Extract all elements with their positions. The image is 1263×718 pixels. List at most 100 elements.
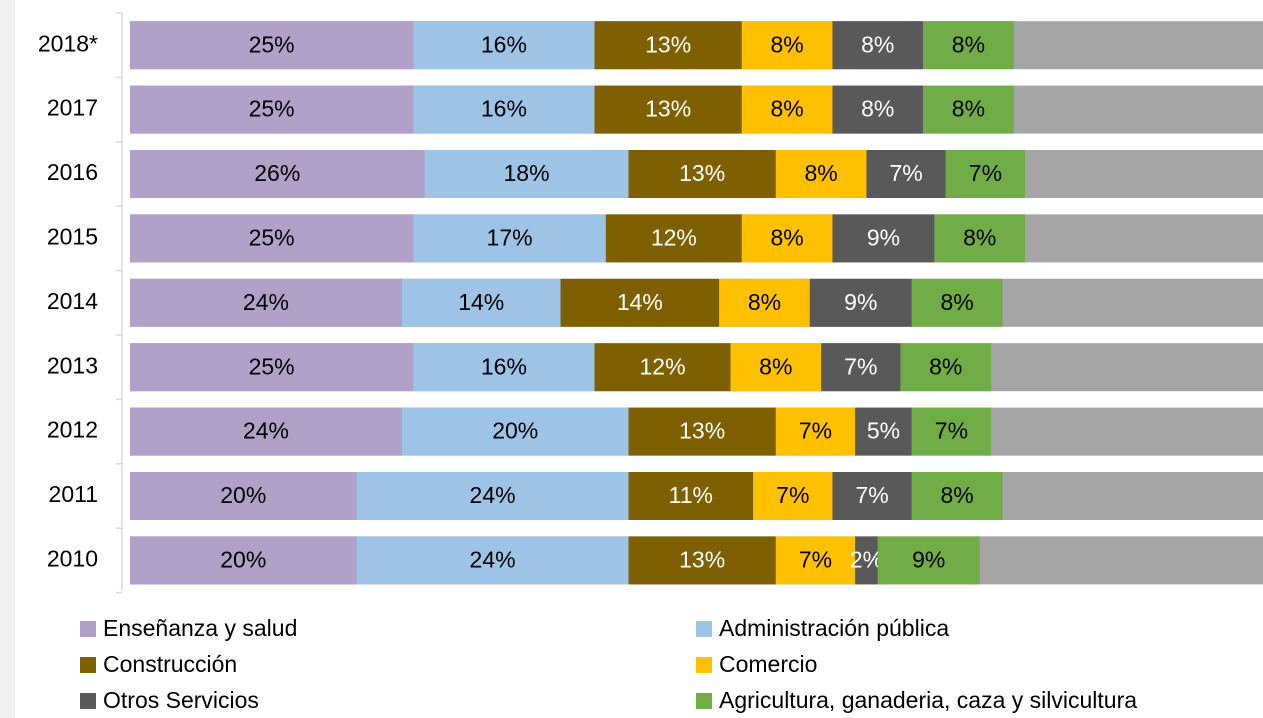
data-label: 7% [969, 160, 1002, 186]
data-label: 20% [220, 546, 266, 572]
bar-segment [401, 278, 561, 327]
bar-segment [130, 85, 414, 134]
data-label: 2% [850, 546, 883, 572]
y-tick-label: 2014 [47, 288, 98, 314]
bar-segment [855, 536, 878, 585]
data-label: 11% [669, 482, 713, 508]
y-tick-label: 2015 [47, 223, 98, 249]
data-label: 25% [249, 353, 295, 379]
data-label: 7% [799, 418, 832, 444]
bar-segment [130, 472, 357, 520]
bar-segment [605, 214, 742, 263]
bar-segment [866, 150, 946, 198]
bar-segment [413, 214, 606, 263]
legend-swatch [696, 621, 712, 637]
data-label: 16% [481, 31, 527, 57]
bar-segment [594, 85, 742, 134]
bar-segment [628, 472, 754, 520]
bar-segment [832, 21, 924, 70]
bar-segment [741, 214, 833, 263]
data-label: 7% [799, 546, 832, 572]
data-label: 16% [481, 96, 527, 122]
data-label: 9% [912, 546, 945, 572]
data-label: 14% [458, 289, 504, 315]
data-label: 8% [940, 289, 973, 315]
data-label: 20% [220, 482, 266, 508]
data-label: 12% [651, 224, 697, 250]
bar-segment [877, 536, 980, 585]
bar-segment [413, 21, 595, 70]
bar-segment [730, 343, 822, 392]
bar-segment [401, 407, 629, 456]
legend-label: Enseñanza y salud [103, 615, 297, 641]
bar-segment [832, 214, 935, 263]
data-label: 7% [889, 160, 922, 186]
bar-segment [923, 21, 1014, 70]
legend-swatch [80, 693, 96, 709]
data-label: 7% [844, 353, 877, 379]
data-label: 24% [470, 546, 516, 572]
data-label: 8% [759, 353, 792, 379]
legend-swatch [80, 657, 96, 673]
y-tick-label: 2010 [47, 545, 98, 571]
data-label: 8% [963, 224, 996, 250]
data-label: 7% [935, 418, 968, 444]
legend-swatch [80, 621, 96, 637]
data-label: 9% [867, 224, 900, 250]
legend-swatch [696, 657, 712, 673]
data-label: 26% [254, 160, 300, 186]
bar-segment [741, 85, 833, 134]
bar-segment [130, 343, 414, 392]
bar-segment [775, 407, 856, 456]
data-label: 8% [861, 96, 894, 122]
data-label: 25% [249, 96, 295, 122]
data-label: 24% [243, 418, 289, 444]
data-label: 8% [952, 96, 985, 122]
data-label: 8% [940, 482, 973, 508]
bar-segment [911, 407, 992, 456]
legend-label: Administración pública [719, 615, 949, 641]
data-label: 24% [470, 482, 516, 508]
data-label: 13% [645, 31, 691, 57]
bar-segment [775, 150, 867, 198]
left-strip [0, 0, 15, 718]
bar-segment [911, 278, 1003, 327]
y-tick-label: 2017 [47, 95, 98, 121]
data-label: 13% [679, 546, 725, 572]
bar-segment [594, 21, 742, 70]
data-label: 13% [645, 96, 691, 122]
bar-segment [945, 150, 1026, 198]
data-label: 14% [617, 289, 663, 315]
data-label: 24% [243, 289, 289, 315]
bar-segment [413, 85, 595, 134]
bar-segment [911, 472, 1003, 520]
data-label: 16% [481, 353, 527, 379]
y-tick-label: 2012 [47, 417, 98, 443]
bar-segment [900, 343, 992, 392]
bar-segment [628, 150, 776, 198]
bar-segment [775, 536, 856, 585]
bar-segment [628, 407, 776, 456]
bar-segment [594, 343, 731, 392]
bar-segment [424, 150, 629, 198]
data-label: 25% [249, 224, 295, 250]
bar-segment [855, 407, 912, 456]
legend-label: Otros Servicios [103, 687, 259, 713]
data-label: 8% [929, 353, 962, 379]
bar-segment [130, 214, 414, 263]
legend-label: Construcción [103, 651, 237, 677]
legend-label: Comercio [719, 651, 817, 677]
data-label: 18% [504, 160, 550, 186]
legend-label: Agricultura, ganaderia, caza y silvicult… [719, 687, 1137, 713]
data-label: 25% [249, 31, 295, 57]
data-label: 12% [639, 353, 685, 379]
bar-segment [832, 472, 912, 520]
data-label: 8% [771, 31, 804, 57]
bar-segment [130, 407, 402, 456]
bar-segment [130, 21, 414, 70]
data-label: 7% [855, 482, 888, 508]
bar-segment [832, 85, 924, 134]
data-label: 20% [492, 418, 538, 444]
data-label: 8% [861, 31, 894, 57]
